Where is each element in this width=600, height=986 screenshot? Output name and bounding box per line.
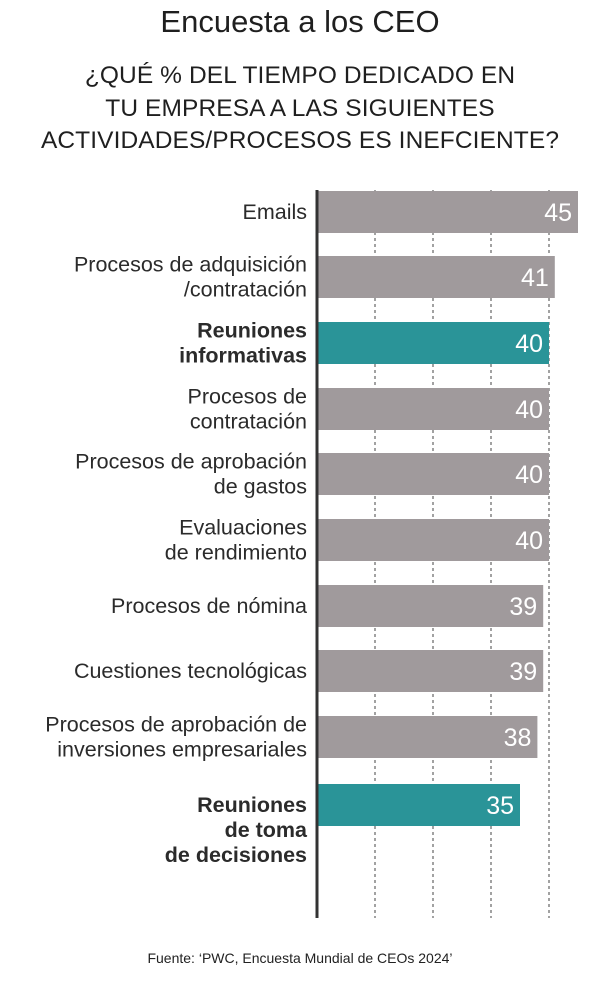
bar [317,453,549,495]
category-label: Procesos de [187,385,307,409]
category-label: Procesos de aprobación [75,450,307,474]
category-label: de gastos [214,475,307,499]
bar [317,191,578,233]
category-label: de toma [225,818,308,842]
value-label: 40 [515,527,543,555]
source-note: Fuente: ‘PWC, Encuesta Mundial de CEOs 2… [147,950,453,966]
bar [317,585,544,627]
bar [317,519,549,561]
value-label: 40 [515,461,543,489]
category-label: Cuestiones tecnológicas [74,659,307,683]
value-label: 40 [515,396,543,424]
category-label: inversiones empresariales [57,738,307,762]
category-label: Emails [242,200,307,224]
value-label: 45 [544,199,572,227]
category-label: informativas [179,344,307,368]
chart-title: Encuesta a los CEO [160,4,440,39]
category-label: de decisiones [165,843,307,867]
value-label: 38 [504,724,532,752]
category-label: Procesos de aprobación de [45,713,307,737]
value-label: 39 [509,593,537,621]
category-label: Procesos de adquisición [74,253,307,277]
category-label: /contratación [184,278,307,302]
category-label: de rendimiento [165,541,307,565]
category-label: Procesos de nómina [111,594,307,618]
category-label: Evaluaciones [179,516,307,540]
subtitle-line: TU EMPRESA A LAS SIGUIENTES [105,94,495,122]
value-label: 35 [486,792,514,820]
bar [317,784,520,826]
category-label: Reuniones [197,793,307,817]
chart-subtitle: ¿QUÉ % DEL TIEMPO DEDICADO EN TU EMPRESA… [0,60,600,158]
value-label: 41 [521,264,549,292]
subtitle-line: ¿QUÉ % DEL TIEMPO DEDICADO EN [84,62,516,89]
bar [317,388,549,430]
bar [317,650,544,692]
value-label: 40 [515,330,543,358]
bar [317,716,538,758]
value-label: 39 [509,658,537,686]
subtitle-line: ACTIVIDADES/PROCESOS ES INEFCIENTE? [40,127,560,154]
bar [317,256,555,298]
category-label: contratación [190,410,307,434]
category-label: Reuniones [197,319,307,343]
bar [317,322,549,364]
